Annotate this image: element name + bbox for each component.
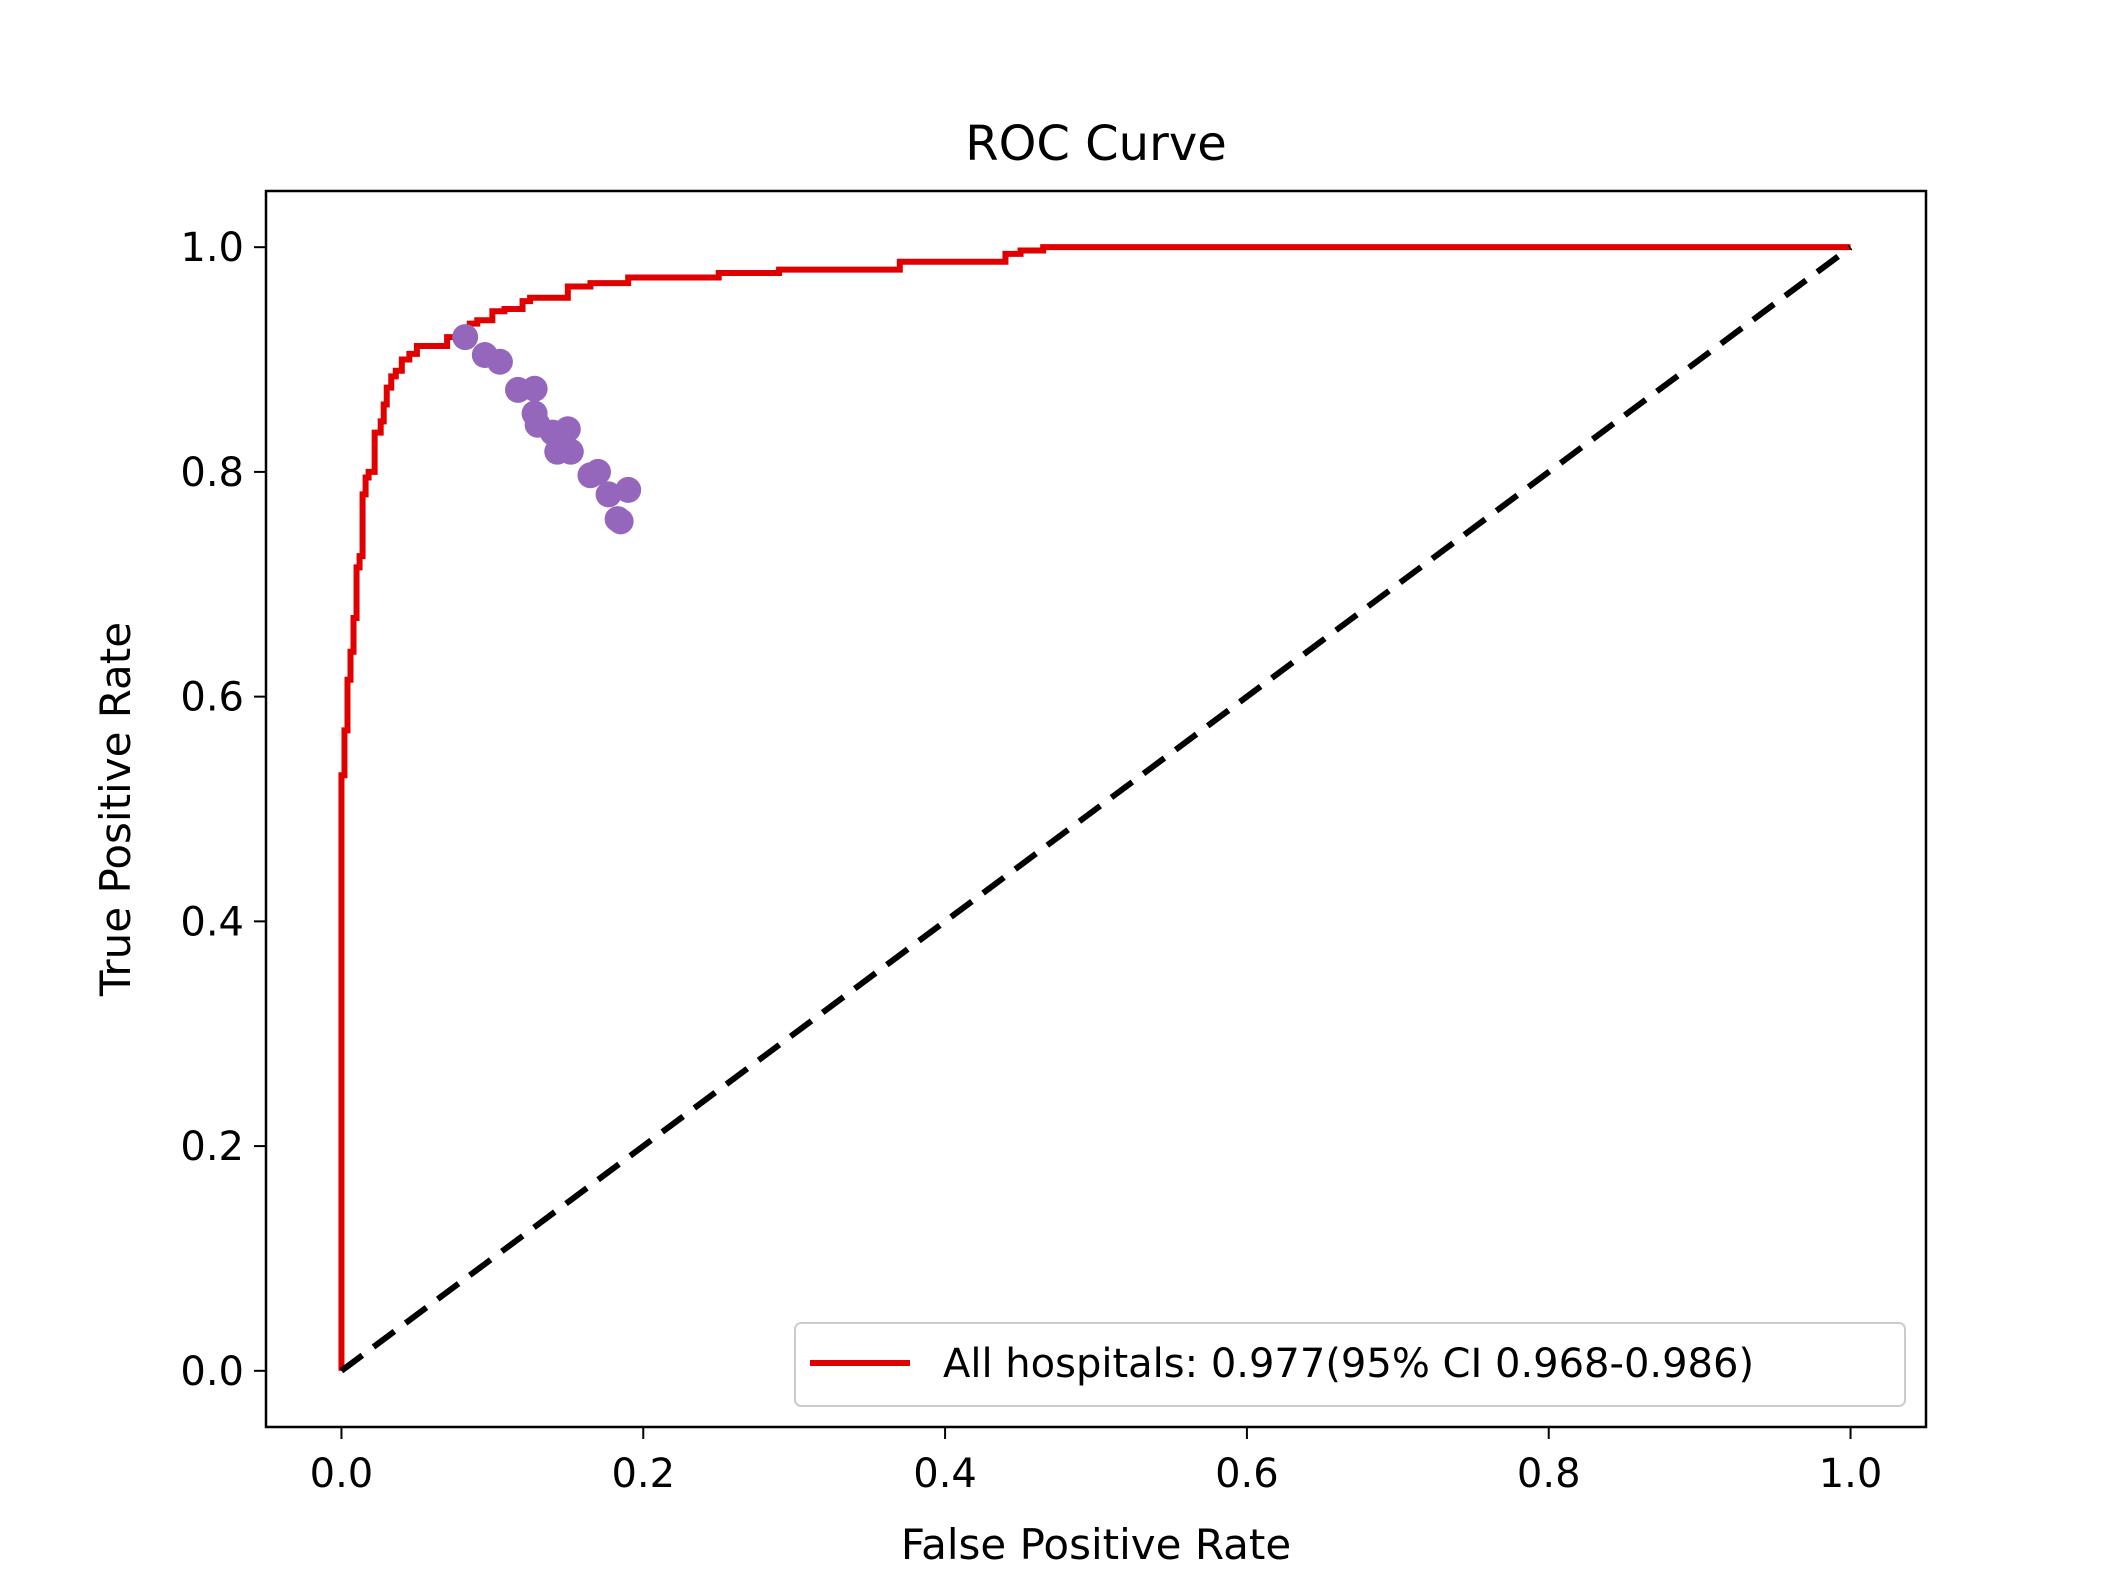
scatter-point xyxy=(452,324,479,351)
y-tick-label: 0.4 xyxy=(180,899,244,945)
chart-title: ROC Curve xyxy=(965,116,1227,172)
y-tick-label: 0.8 xyxy=(180,450,244,496)
y-tick-label: 1.0 xyxy=(180,225,244,271)
scatter-point xyxy=(521,375,548,402)
legend-label-all-hospitals: All hospitals: 0.977(95% CI 0.968-0.986) xyxy=(943,1341,1754,1387)
axes-frame xyxy=(264,189,1928,1429)
x-tick-label: 0.6 xyxy=(1215,1451,1279,1497)
scatter-point xyxy=(585,458,611,485)
x-tick-label: 1.0 xyxy=(1819,1451,1883,1497)
scatter-point xyxy=(595,481,622,508)
scatter-point xyxy=(557,438,584,465)
plot-area xyxy=(338,244,1853,1374)
x-tick-label: 0.8 xyxy=(1517,1451,1581,1497)
legend: All hospitals: 0.977(95% CI 0.968-0.986) xyxy=(794,1322,1906,1407)
y-tick-label: 0.6 xyxy=(180,675,244,721)
scatter-point xyxy=(615,476,642,503)
chance-diagonal-line xyxy=(339,244,1853,1374)
y-tick-label: 0.0 xyxy=(180,1349,244,1395)
x-tick-label: 0.4 xyxy=(913,1451,977,1497)
x-axis-label: False Positive Rate xyxy=(901,1520,1291,1569)
x-tick-label: 0.0 xyxy=(310,1451,374,1497)
scatter-point xyxy=(486,348,513,375)
ticks-layer: 0.0 0.2 0.4 0.6 0.8 1.0 0.0 0.2 0.4 0.6 0.8 1.0 xyxy=(180,225,1882,1497)
scatter-point xyxy=(554,416,581,443)
y-tick-label: 0.2 xyxy=(180,1124,244,1170)
x-tick-label: 0.2 xyxy=(611,1451,675,1497)
roc-curve-line xyxy=(338,244,1851,1371)
y-axis-label: True Positive Rate xyxy=(91,622,140,997)
legend-box xyxy=(794,1322,1906,1407)
scatter-point xyxy=(607,508,634,535)
